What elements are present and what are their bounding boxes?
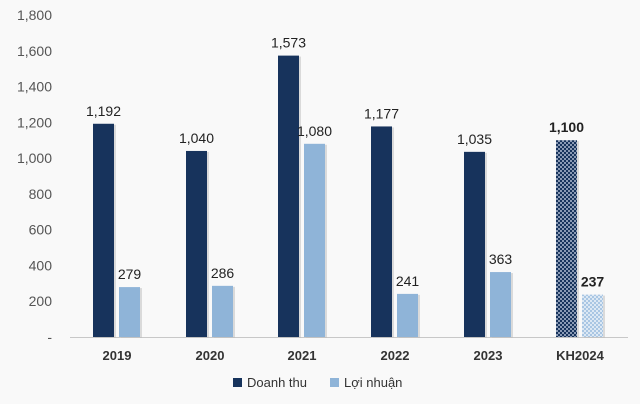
legend-label-loi-nhuan: Lợi nhuận (344, 375, 402, 390)
y-tick-label: 1,200 (17, 114, 52, 130)
data-label: 1,035 (457, 131, 492, 147)
y-tick-label: 800 (29, 186, 53, 202)
bar-loi-nhuan-2019 (119, 287, 140, 337)
x-tick-label: 2022 (381, 348, 410, 363)
data-label: 1,177 (364, 105, 399, 121)
legend: Doanh thu Lợi nhuận (233, 375, 402, 390)
data-label: 237 (581, 274, 605, 290)
bar-loi-nhuan-2023 (490, 272, 511, 337)
x-tick-label: 2021 (288, 348, 317, 363)
x-tick-label: 2023 (474, 348, 503, 363)
bar-doanh-thu-KH2024 (556, 140, 577, 337)
bar-loi-nhuan-2021 (304, 143, 325, 337)
y-tick-label: 1,400 (17, 79, 52, 95)
data-label: 1,080 (297, 123, 332, 139)
bar-doanh-thu-2019 (93, 123, 114, 338)
data-label: 1,040 (179, 130, 214, 146)
y-tick-label: 200 (29, 293, 53, 309)
y-tick-label: 600 (29, 222, 53, 238)
bar-loi-nhuan-2022 (397, 293, 418, 337)
data-label: 1,192 (86, 103, 121, 119)
data-label: 1,573 (271, 35, 306, 51)
data-label: 241 (396, 273, 420, 289)
data-label: 363 (489, 251, 513, 267)
bar-doanh-thu-2020 (186, 150, 207, 337)
y-tick-label: 1,600 (17, 43, 52, 59)
bar-loi-nhuan-2020 (212, 285, 233, 337)
x-tick-label: 2019 (103, 348, 132, 363)
y-tick-label: 400 (29, 257, 53, 273)
y-tick-label: 1,800 (17, 7, 52, 23)
bar-doanh-thu-2021 (278, 55, 299, 337)
legend-swatch-doanh-thu (233, 378, 242, 387)
bar-doanh-thu-2023 (464, 151, 485, 337)
bar-loi-nhuan-KH2024 (582, 294, 603, 337)
data-label: 1,100 (549, 119, 584, 135)
legend-swatch-loi-nhuan (330, 378, 339, 387)
x-tick-label: 2020 (196, 348, 225, 363)
legend-label-doanh-thu: Doanh thu (247, 375, 307, 390)
data-label: 286 (211, 265, 235, 281)
data-label: 279 (118, 266, 142, 282)
y-tick-label: 1,000 (17, 150, 52, 166)
x-tick-label: KH2024 (556, 348, 604, 363)
y-tick-label: - (47, 329, 52, 345)
bar-doanh-thu-2022 (371, 126, 392, 337)
